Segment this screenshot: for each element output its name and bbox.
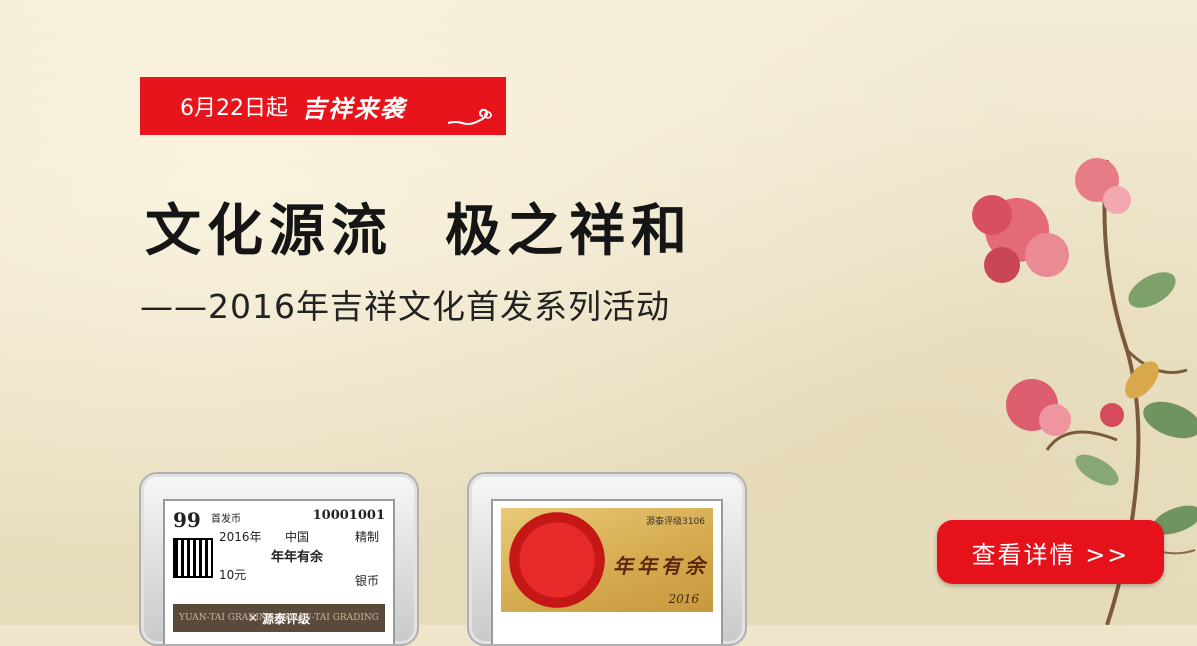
- coin-metal: 银币: [354, 574, 379, 588]
- coin-slab-silver[interactable]: 99 首发币 10001001 2016年 中国 精制 年年有余 10元 银币 …: [139, 472, 419, 646]
- gold-card: 源泰评级3106 年年有余 2016: [501, 508, 713, 612]
- banner-tagline: 吉祥来袭: [302, 93, 406, 123]
- grading-label: 99 首发币 10001001 2016年 中国 精制 年年有余 10元 银币: [173, 508, 385, 618]
- page-title: 文化源流 极之祥和: [145, 186, 693, 267]
- issue-type: 首发币: [211, 514, 241, 525]
- date-banner: 6月22日起 吉祥来袭: [140, 77, 506, 135]
- banner-date: 6月22日起: [180, 96, 288, 121]
- calligraphy-text: 年年有余: [613, 554, 709, 578]
- face-value: 10元: [219, 568, 247, 582]
- grade-value: 99: [173, 508, 201, 532]
- page-subtitle: ——2016年吉祥文化首发系列活动: [140, 287, 670, 326]
- brand-side-left: YUAN-TAI GRADING: [179, 612, 275, 623]
- title-part-1: 文化源流: [145, 198, 393, 264]
- card-year: 2016: [668, 592, 699, 606]
- brand-mark: ✕ 源泰评级: [248, 610, 310, 627]
- auspicious-cloud-icon: [447, 108, 492, 125]
- coin-country: 中国: [285, 530, 310, 544]
- coin-finish: 精制: [354, 530, 379, 544]
- coin-slab-gold[interactable]: 源泰评级3106 年年有余 2016: [467, 472, 747, 646]
- qr-code: [173, 538, 213, 578]
- serial-number: 10001001: [312, 508, 385, 523]
- coin-year: 2016年: [219, 530, 262, 544]
- brand-side-right: YUAN-TAI GRADING: [283, 612, 379, 623]
- title-part-2: 极之祥和: [445, 198, 693, 264]
- brand-bar: YUAN-TAI GRADING ✕ 源泰评级 YUAN-TAI GRADING: [173, 604, 385, 632]
- grading-code: 源泰评级3106: [646, 517, 705, 527]
- brand-x-icon: ✕: [247, 611, 259, 625]
- brand-name: 源泰评级: [262, 611, 311, 626]
- view-details-button[interactable]: 查看详情 >>: [937, 520, 1164, 584]
- coin-title: 年年有余: [271, 550, 324, 565]
- papercut-seal-icon: [509, 512, 605, 608]
